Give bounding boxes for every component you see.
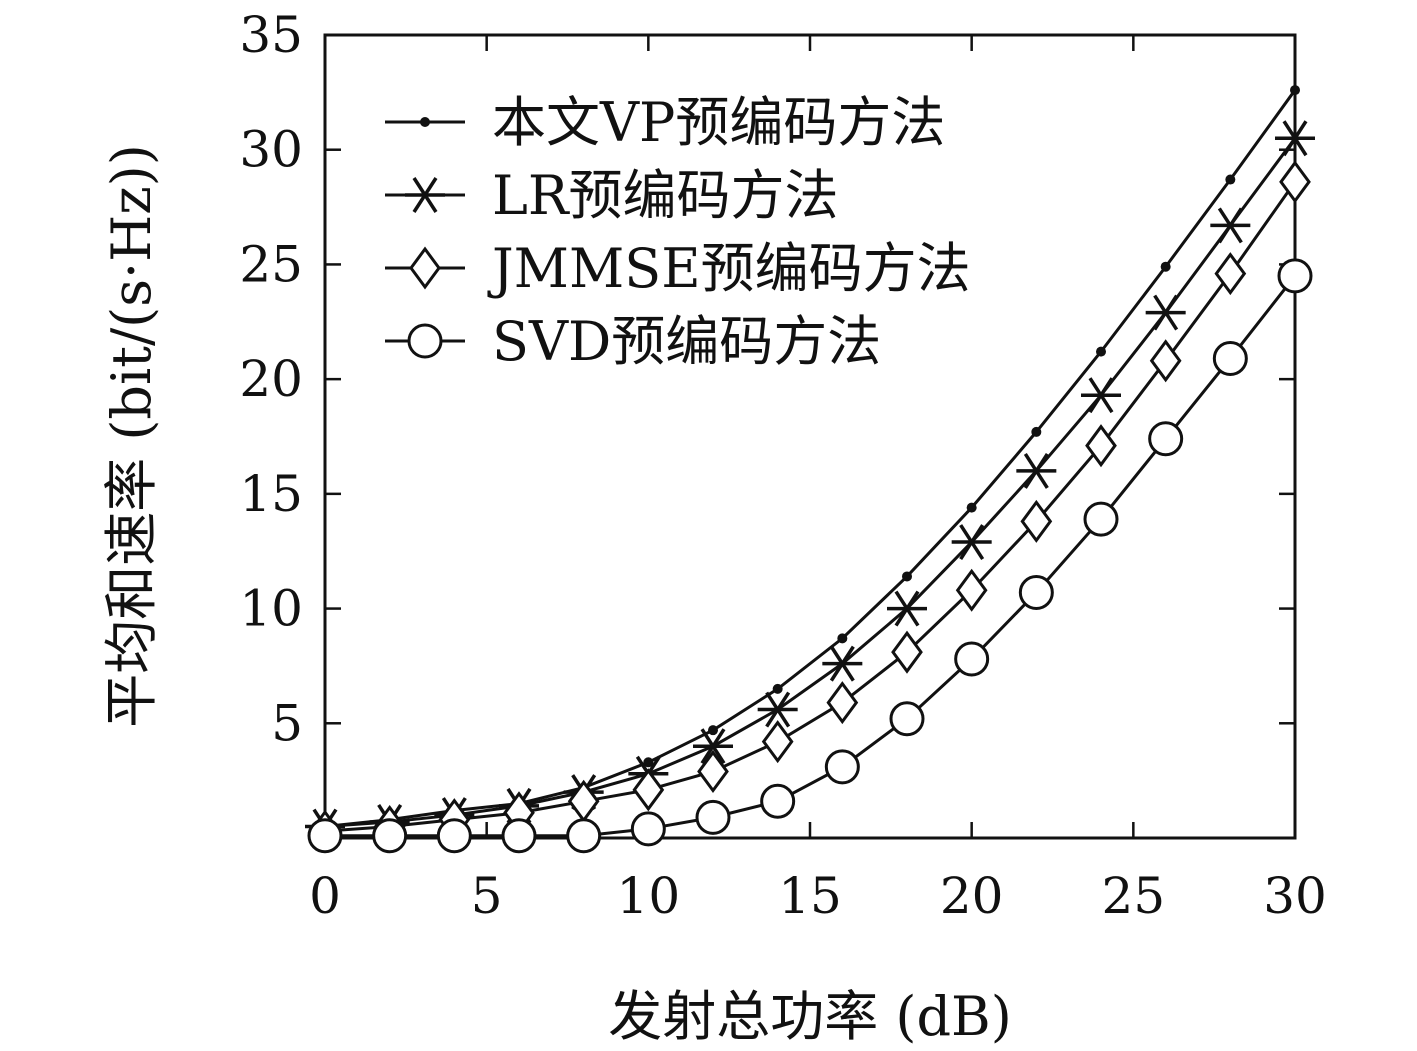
data-point — [1277, 258, 1313, 294]
data-point — [1018, 575, 1054, 611]
data-point — [1149, 339, 1182, 383]
x-tick-label: 15 — [778, 867, 842, 925]
data-point — [1290, 85, 1300, 96]
data-point — [1016, 452, 1057, 489]
data-point — [1275, 120, 1315, 157]
legend-label: LR预编码方法 — [492, 164, 839, 227]
data-point — [1279, 160, 1311, 204]
data-point — [837, 633, 848, 644]
x-tick-label: 5 — [471, 867, 503, 925]
data-point — [1145, 294, 1186, 331]
y-tick-label: 35 — [239, 6, 303, 64]
data-point — [501, 818, 537, 854]
y-tick-label: 20 — [239, 350, 303, 408]
legend-item: JMMSE预编码方法 — [385, 237, 971, 300]
y-tick-label: 5 — [271, 694, 303, 752]
data-point — [1214, 252, 1247, 296]
legend-item: LR预编码方法 — [385, 164, 839, 227]
data-point — [1210, 207, 1251, 244]
data-point — [902, 571, 912, 582]
data-point — [822, 645, 863, 682]
data-point — [708, 725, 718, 736]
data-point — [372, 818, 408, 854]
data-point — [1212, 340, 1248, 376]
data-point — [1085, 424, 1117, 468]
data-point — [1160, 261, 1171, 272]
legend-marker — [405, 177, 445, 213]
x-tick-label: 0 — [309, 867, 341, 925]
x-axis: 0 5 10 15 20 25 30 — [309, 35, 1327, 925]
series-4 — [307, 258, 1313, 854]
y-axis: 5 10 15 20 25 30 35 — [239, 6, 1295, 752]
series-2 — [305, 120, 1315, 845]
legend: 本文VP预编码方法 LR预编码方法 JMMSE预编码方法 SVD预编码方法 — [385, 91, 971, 373]
x-axis-title: 发射总功率 (dB) — [608, 985, 1012, 1048]
series-layer — [305, 85, 1315, 854]
data-point — [436, 818, 472, 854]
x-tick-label: 25 — [1102, 867, 1166, 925]
legend-item: 本文VP预编码方法 — [385, 91, 945, 154]
data-point — [632, 768, 665, 812]
data-point — [1096, 346, 1106, 357]
y-axis-title: 平均和速率 (bit/(s·Hz)) — [100, 144, 163, 728]
data-point — [1083, 501, 1119, 537]
data-point — [826, 681, 859, 725]
legend-marker — [409, 246, 441, 290]
data-point — [1020, 499, 1053, 543]
series-line — [324, 180, 1297, 833]
legend-label: 本文VP预编码方法 — [492, 91, 945, 154]
y-tick-label: 25 — [239, 235, 303, 293]
data-point — [761, 720, 794, 764]
data-point — [693, 728, 733, 765]
data-point — [757, 691, 798, 728]
series-line — [325, 274, 1297, 838]
y-tick-label: 30 — [239, 121, 303, 179]
legend-marker — [407, 323, 443, 359]
data-point — [891, 630, 923, 674]
y-tick-label: 10 — [239, 580, 303, 638]
data-point — [966, 502, 977, 513]
data-point — [760, 783, 796, 819]
data-point — [772, 683, 783, 694]
series-line — [324, 89, 1297, 829]
data-point — [824, 749, 860, 785]
legend-label: JMMSE预编码方法 — [487, 237, 971, 300]
data-point — [1081, 377, 1121, 414]
y-tick-label: 15 — [239, 465, 303, 523]
data-point — [1148, 421, 1184, 457]
legend-label: SVD预编码方法 — [492, 310, 881, 373]
x-tick-label: 10 — [617, 867, 681, 925]
x-tick-label: 20 — [940, 867, 1004, 925]
data-point — [951, 524, 992, 560]
data-point — [955, 568, 988, 612]
data-point — [566, 818, 602, 854]
series-line — [324, 137, 1297, 829]
x-tick-label: 30 — [1263, 867, 1327, 925]
series-3 — [309, 160, 1311, 853]
data-point — [643, 757, 654, 768]
data-point — [1031, 426, 1042, 437]
data-point — [954, 641, 990, 677]
legend-item: SVD预编码方法 — [385, 310, 881, 373]
data-point — [307, 818, 343, 854]
data-point — [887, 590, 927, 627]
data-point — [697, 749, 729, 793]
data-point — [1225, 174, 1236, 185]
data-point — [889, 701, 925, 737]
data-point — [695, 799, 731, 835]
legend-marker — [420, 117, 430, 127]
data-point — [630, 811, 666, 847]
